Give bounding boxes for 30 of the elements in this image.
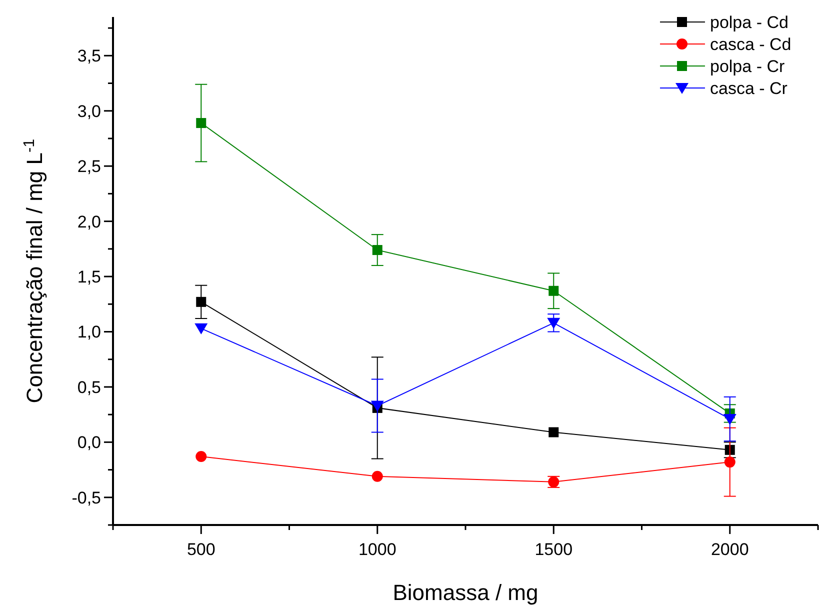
- point: [196, 451, 207, 462]
- point: [372, 470, 383, 482]
- x-tick-label: 1000: [358, 540, 396, 559]
- x-tick-label: 500: [186, 540, 216, 559]
- point: [723, 414, 736, 425]
- legend-label: polpa - Cr: [710, 57, 785, 76]
- point: [372, 245, 382, 256]
- y-tick-label: -0,5: [72, 488, 101, 508]
- x-axis-title: Biomassa / mg: [392, 580, 538, 605]
- point: [548, 427, 559, 438]
- y-tick-label: 2,5: [77, 157, 101, 176]
- y-tick-label: 3,0: [77, 102, 101, 121]
- point: [196, 296, 206, 307]
- legend-label: casca - Cr: [710, 79, 788, 98]
- y-tick-label: 1,0: [77, 322, 101, 342]
- x-tick-label: 2000: [710, 540, 749, 559]
- y-tick-label: 0,0: [77, 433, 101, 452]
- y-tick-label: 3,5: [77, 46, 101, 66]
- legend-label: casca - Cd: [710, 35, 792, 54]
- y-tick-label: 1,5: [77, 268, 101, 287]
- point: [547, 318, 560, 329]
- point: [724, 456, 736, 468]
- legend-label: polpa - Cd: [710, 13, 788, 32]
- x-tick-label: 1500: [534, 540, 573, 559]
- point: [196, 118, 206, 128]
- y-tick-label: 2,0: [77, 212, 101, 232]
- point: [194, 323, 208, 334]
- point: [548, 286, 559, 296]
- y-tick-label: 0,5: [77, 378, 101, 397]
- point: [724, 444, 735, 455]
